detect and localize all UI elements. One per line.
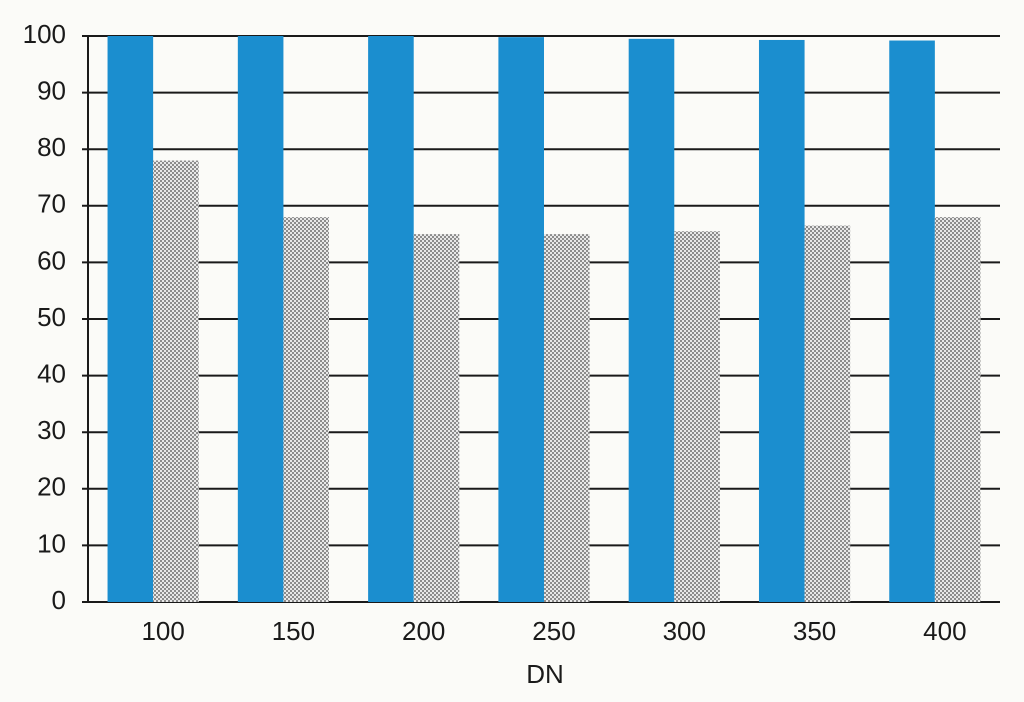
bar [283,217,330,602]
y-tick-label: 90 [37,75,66,105]
bar [107,36,154,602]
bar [804,225,851,603]
bar [544,234,590,602]
x-tick-label: 150 [272,616,315,646]
x-tick-label: 100 [141,616,184,646]
y-tick-label: 50 [37,302,66,332]
bar [628,38,675,602]
y-tick-label: 10 [37,528,66,558]
y-tick-label: 40 [37,358,66,388]
y-tick-label: 80 [37,132,66,162]
x-tick-label: 250 [532,616,575,646]
bar [674,231,720,602]
y-tick-label: 100 [23,19,66,49]
bar [237,36,284,602]
x-tick-label: 300 [663,616,706,646]
y-tick-label: 60 [37,245,66,275]
x-tick-label: 400 [923,616,966,646]
x-tick-label: 350 [793,616,836,646]
x-tick-label: 200 [402,616,445,646]
bar [153,160,199,602]
y-tick-label: 30 [37,415,66,445]
bar [368,36,414,602]
bar [498,37,544,602]
y-tick-label: 20 [37,472,66,502]
bar [889,40,935,602]
y-tick-label: 70 [37,189,66,219]
bar [934,217,981,602]
bar [758,39,805,603]
x-axis-label: DN [526,659,564,689]
y-tick-label: 0 [52,585,66,615]
bar [413,234,460,602]
